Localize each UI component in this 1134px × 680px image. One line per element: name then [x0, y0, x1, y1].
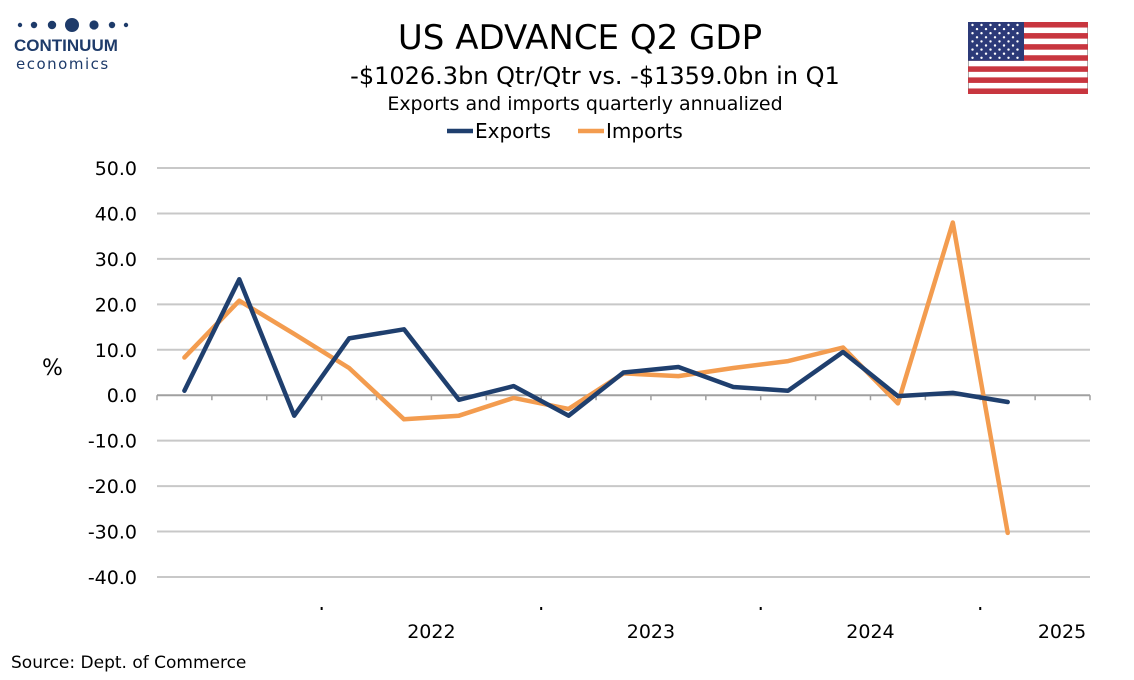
chart-subtitle: -$1026.3bn Qtr/Qtr vs. -$1359.0bn in Q1 [350, 62, 840, 90]
year-boundary-mark [979, 607, 982, 610]
year-boundary-mark [320, 607, 323, 610]
series-layer [182, 220, 1010, 536]
y-tick-label: 0.0 [107, 385, 137, 407]
logo-subword: economics [16, 55, 110, 73]
source-note: Source: Dept. of Commerce [11, 653, 247, 673]
x-year-label: 2025 [1038, 621, 1086, 643]
y-tick-label: 30.0 [95, 249, 137, 271]
grid-layer [157, 167, 1090, 578]
y-tick-label: -20.0 [88, 476, 137, 498]
y-axis-ticks: 50.0 40.0 30.0 20.0 10.0 0.0 -10.0 -20.0 -30.0 -4… [88, 158, 137, 589]
y-tick-label: -10.0 [88, 431, 137, 453]
legend-label-imports: Imports [606, 119, 683, 143]
y-tick-label: 10.0 [95, 340, 137, 362]
legend: Exports Imports [447, 119, 683, 143]
logo: CONTINUUM economics [14, 14, 134, 74]
legend-label-exports: Exports [475, 119, 551, 143]
y-tick-label: 40.0 [95, 203, 137, 225]
year-boundary-mark [759, 607, 762, 610]
logo-dots-icon [17, 18, 129, 32]
y-tick-label: -30.0 [88, 522, 137, 544]
y-tick-label: 50.0 [95, 158, 137, 180]
y-tick-label: -40.0 [88, 567, 137, 589]
series-line-exports [182, 277, 1010, 418]
x-axis-ticks: 2022 2023 2024 2025 [156, 395, 1091, 643]
chart-title: US ADVANCE Q2 GDP [397, 18, 763, 58]
x-year-label: 2023 [627, 621, 675, 643]
x-year-label: 2022 [407, 621, 455, 643]
us-flag-icon [968, 22, 1088, 94]
y-tick-label: 20.0 [95, 294, 137, 316]
y-axis-label: % [42, 356, 63, 381]
chart-subtitle-2: Exports and imports quarterly annualized [387, 93, 783, 115]
logo-wordmark: CONTINUUM [14, 36, 118, 55]
x-year-label: 2024 [846, 621, 894, 643]
year-boundary-mark [540, 607, 543, 610]
